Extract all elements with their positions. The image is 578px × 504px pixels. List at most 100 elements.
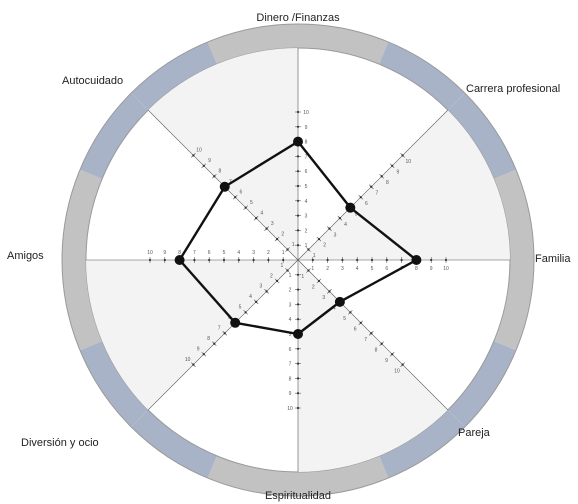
tick-label: 3 xyxy=(322,295,325,301)
tick-label: 8 xyxy=(305,140,308,146)
tick-label: 1 xyxy=(289,273,292,279)
axis-label-carrera: Carrera profesional xyxy=(466,83,560,95)
axis-tick-dot xyxy=(202,353,205,356)
tick-label: 5 xyxy=(305,184,308,190)
axis-tick-dot xyxy=(338,217,341,220)
axis-labels: Dinero /Finanzas Carrera profesional Fam… xyxy=(7,12,571,502)
data-point xyxy=(293,329,303,339)
axis-line xyxy=(297,259,449,411)
tick-label: 9 xyxy=(289,391,292,397)
tick-label: 6 xyxy=(365,201,368,207)
tick-label: 10 xyxy=(394,368,400,374)
axis-tick-dot xyxy=(208,258,211,262)
axis-tick-dot xyxy=(223,332,226,335)
axis-tick-dot xyxy=(307,269,310,272)
tick-label: 9 xyxy=(305,125,308,131)
axis-tick-dot xyxy=(401,363,404,366)
axis-tick-dot xyxy=(328,227,331,230)
tick-label: 8 xyxy=(289,376,292,382)
axis-tick-dot xyxy=(296,125,300,128)
tick-label: 9 xyxy=(385,358,388,364)
tick-label: 8 xyxy=(219,169,222,175)
sector-shade xyxy=(86,260,298,410)
tick-label: 2 xyxy=(312,285,315,291)
ring-segment xyxy=(79,93,149,179)
tick-label: 2 xyxy=(323,243,326,249)
data-point xyxy=(411,255,422,265)
ring-segment xyxy=(447,93,517,179)
axis-tick-dot xyxy=(213,342,216,345)
tick-label: 4 xyxy=(260,210,263,216)
ring-segment xyxy=(379,41,465,111)
axis-label-amigos: Amigos xyxy=(7,250,44,262)
tick-label: 9 xyxy=(396,169,399,175)
tick-label: 6 xyxy=(289,347,292,353)
axis-tick-dot xyxy=(296,288,300,291)
axis-tick-dot xyxy=(391,353,394,356)
axis-tick-dot xyxy=(296,155,300,158)
axis-tick-dot xyxy=(255,300,258,303)
axes: 1 2 3 4 5 6 7 8 9 10 1 2 3 4 5 6 7 8 9 10 1 2 3 4 5 6 7 8 9 10 1 2 3 4 5 6 7… xyxy=(86,48,510,472)
tick-label: 5 xyxy=(250,200,253,206)
axis-tick-dot xyxy=(444,258,448,262)
axis-tick-dot xyxy=(192,154,195,157)
axis-tick-dot xyxy=(234,196,237,199)
tick-label: 7 xyxy=(364,337,367,343)
sector-shade xyxy=(298,260,448,472)
axis-tick-dot xyxy=(296,184,300,188)
axis-tick-dot xyxy=(255,217,258,220)
axis-label-diversion: Diversión y ocio xyxy=(21,437,99,449)
axis-tick-dot xyxy=(380,342,383,345)
axis-tick-dot xyxy=(385,258,388,262)
axis-tick-dot xyxy=(311,258,314,262)
tick-label: 10 xyxy=(185,357,191,363)
data-polygon-group xyxy=(174,136,422,339)
axis-label-espiritualidad: Espiritualidad xyxy=(265,490,331,502)
tick-label: 9 xyxy=(163,250,166,256)
tick-label: 1 xyxy=(305,243,308,249)
tick-label: 10 xyxy=(443,266,449,272)
axis-tick-dot xyxy=(222,258,226,262)
axis-tick-dot xyxy=(237,258,240,262)
tick-label: 7 xyxy=(376,190,379,196)
ring-segment xyxy=(447,341,517,427)
data-point xyxy=(345,202,356,213)
axis-tick-dot xyxy=(326,258,329,262)
tick-label: 5 xyxy=(223,250,226,256)
tick-label: 8 xyxy=(178,250,181,256)
axis-tick-dot xyxy=(359,196,362,199)
axis-tick-dot xyxy=(296,318,300,321)
tick-label: 3 xyxy=(341,266,344,272)
tick-label: 2 xyxy=(267,250,270,256)
axis-tick-dot xyxy=(286,269,289,272)
axis-tick-dot xyxy=(401,154,404,157)
axis-tick-dot xyxy=(148,258,152,262)
tick-label: 4 xyxy=(289,317,292,323)
axis-tick-dot xyxy=(359,321,362,324)
axis-tick-dot xyxy=(296,273,300,276)
tick-label: 4 xyxy=(249,294,252,300)
axis-label-dinero: Dinero /Finanzas xyxy=(256,12,340,24)
axis-tick-dot xyxy=(213,175,216,178)
tick-label: 1 xyxy=(282,250,285,256)
tick-label: 7 xyxy=(289,362,292,368)
tick-label: 3 xyxy=(334,232,337,238)
axis-tick-dot xyxy=(265,227,268,230)
axis-tick-dot xyxy=(163,258,166,262)
axis-tick-dot xyxy=(391,164,394,167)
axis-label-autocuidado: Autocuidado xyxy=(62,75,123,87)
tick-label: 4 xyxy=(344,222,347,228)
tick-label: 4 xyxy=(237,250,240,256)
tick-label: 8 xyxy=(386,180,389,186)
tick-label: 6 xyxy=(305,169,308,175)
axis-tick-dot xyxy=(356,258,359,262)
tick-label: 4 xyxy=(333,306,336,312)
tick-label: 3 xyxy=(260,284,263,290)
axis-tick-dot xyxy=(317,279,321,283)
tick-label: 3 xyxy=(305,214,308,220)
data-point xyxy=(174,255,185,265)
tick-label: 2 xyxy=(281,231,284,237)
data-point xyxy=(219,181,230,192)
ring-segment xyxy=(131,409,217,479)
axis-tick-dot xyxy=(400,258,403,262)
